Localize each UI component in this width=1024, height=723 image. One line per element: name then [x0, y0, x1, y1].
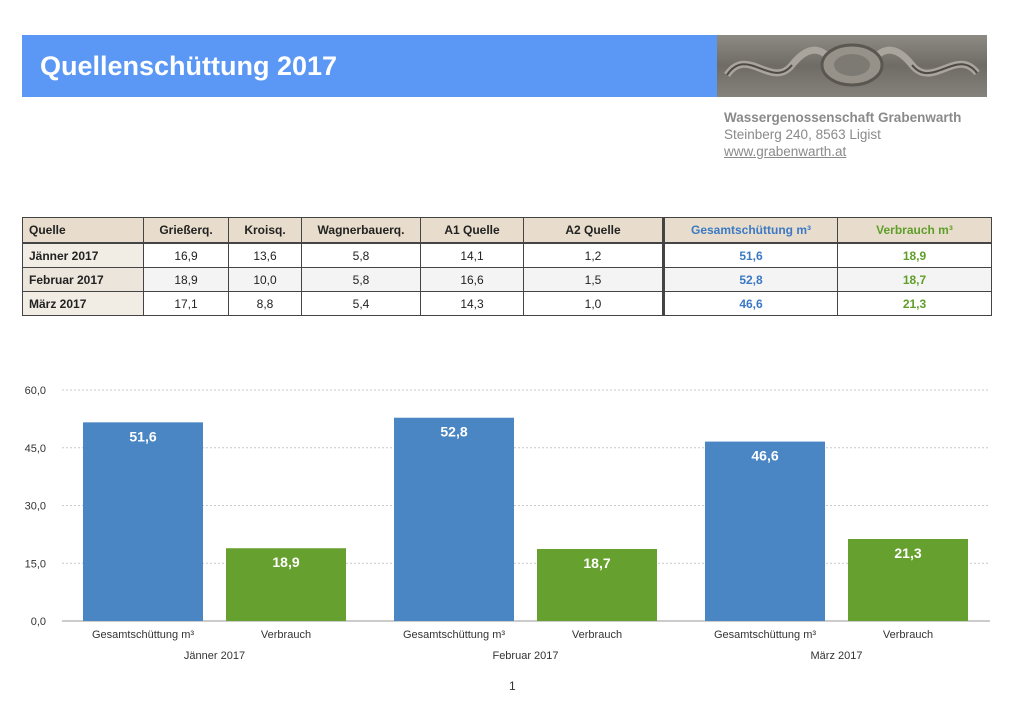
x-category-label: Gesamtschüttung m³	[714, 629, 816, 641]
x-category-label: Verbrauch	[261, 629, 311, 641]
table-cell: 14,3	[420, 291, 524, 316]
data-label: 46,6	[751, 448, 778, 464]
column-header: A1 Quelle	[420, 217, 524, 244]
table-cell: 46,6	[662, 291, 838, 316]
column-header: Quelle	[22, 217, 144, 244]
organization-address: Steinberg 240, 8563 Ligist	[724, 127, 881, 142]
x-group-label: Februar 2017	[492, 650, 558, 662]
column-header: Gesamtschüttung m³	[662, 217, 838, 244]
table-row: Februar 2017 18,9 10,0 5,8 16,6 1,5 52,8…	[22, 267, 992, 292]
table-cell: 17,1	[143, 291, 229, 316]
spring-flow-table: Quelle Grießerq. Kroisq. Wagnerbauerq. A…	[22, 217, 992, 316]
row-label: Februar 2017	[22, 267, 144, 292]
table-cell: 16,9	[143, 242, 229, 268]
x-category-label: Gesamtschüttung m³	[403, 629, 505, 641]
table-cell: 18,7	[837, 267, 992, 292]
table-cell: 5,8	[301, 242, 421, 268]
y-tick-label: 0,0	[31, 616, 46, 628]
x-category-label: Gesamtschüttung m³	[92, 629, 194, 641]
y-tick-label: 30,0	[25, 501, 46, 513]
table-header-row: Quelle Grießerq. Kroisq. Wagnerbauerq. A…	[22, 217, 992, 244]
column-header: Kroisq.	[228, 217, 302, 244]
table-cell: 14,1	[420, 242, 524, 268]
column-header: Wagnerbauerq.	[301, 217, 421, 244]
table-cell: 1,0	[523, 291, 664, 316]
table-cell: 5,8	[301, 267, 421, 292]
column-header: Verbrauch m³	[837, 217, 992, 244]
table-row: März 2017 17,1 8,8 5,4 14,3 1,0 46,6 21,…	[22, 291, 992, 316]
stone-relief-image	[717, 35, 987, 97]
data-label: 18,9	[272, 554, 299, 570]
bar	[848, 538, 968, 621]
organization-info: Wassergenossenschaft Grabenwarth Steinbe…	[724, 109, 961, 160]
x-category-label: Verbrauch	[572, 629, 622, 641]
organization-url-link[interactable]: www.grabenwarth.at	[724, 144, 847, 159]
x-group-label: März 2017	[811, 650, 863, 662]
x-group-label: Jänner 2017	[184, 650, 245, 662]
table-cell: 1,2	[523, 242, 664, 268]
page-number: 1	[509, 679, 516, 693]
table-cell: 21,3	[837, 291, 992, 316]
table-cell: 18,9	[143, 267, 229, 292]
table-cell: 16,6	[420, 267, 524, 292]
title-banner: Quellenschüttung 2017	[22, 35, 717, 97]
y-tick-label: 60,0	[25, 385, 46, 397]
page-title: Quellenschüttung 2017	[40, 51, 338, 81]
table-cell: 10,0	[228, 267, 302, 292]
bar	[394, 417, 514, 621]
table-cell: 5,4	[301, 291, 421, 316]
bar	[537, 549, 657, 621]
row-label: März 2017	[22, 291, 144, 316]
organization-name: Wassergenossenschaft Grabenwarth	[724, 110, 962, 125]
table-cell: 1,5	[523, 267, 664, 292]
column-header: Grießerq.	[143, 217, 229, 244]
x-category-label: Verbrauch	[883, 629, 933, 641]
table-cell: 18,9	[837, 242, 992, 268]
data-label: 21,3	[894, 545, 921, 561]
y-tick-label: 45,0	[25, 443, 46, 455]
table-row: Jänner 2017 16,9 13,6 5,8 14,1 1,2 51,6 …	[22, 242, 992, 268]
y-tick-label: 15,0	[25, 558, 46, 570]
data-label: 51,6	[129, 428, 156, 444]
column-header: A2 Quelle	[523, 217, 664, 244]
row-label: Jänner 2017	[22, 242, 144, 268]
bar	[83, 422, 203, 621]
bar	[226, 548, 346, 621]
flow-bar-chart: 0,0 15,0 30,0 45,0 60,0 51,6 Gesamtschüttung m…	[25, 385, 990, 662]
data-label: 52,8	[440, 424, 467, 440]
bar	[705, 441, 825, 621]
table-cell: 13,6	[228, 242, 302, 268]
data-label: 18,7	[583, 555, 610, 571]
table-cell: 52,8	[662, 267, 838, 292]
table-cell: 51,6	[662, 242, 838, 268]
table-cell: 8,8	[228, 291, 302, 316]
